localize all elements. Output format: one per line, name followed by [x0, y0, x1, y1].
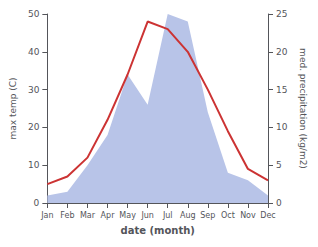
svg-text:max temp (C): max temp (C)	[8, 77, 18, 139]
svg-text:Jul: Jul	[162, 211, 173, 220]
svg-text:10: 10	[276, 122, 288, 132]
svg-text:20: 20	[276, 47, 288, 57]
svg-text:30: 30	[28, 85, 40, 95]
svg-text:10: 10	[28, 160, 40, 170]
svg-text:Feb: Feb	[60, 211, 74, 220]
svg-text:Sep: Sep	[200, 211, 215, 220]
svg-text:50: 50	[28, 9, 40, 19]
svg-text:Apr: Apr	[101, 211, 116, 220]
svg-text:40: 40	[28, 47, 40, 57]
svg-text:May: May	[119, 211, 136, 220]
svg-text:Jan: Jan	[40, 211, 53, 220]
svg-text:5: 5	[276, 160, 282, 170]
svg-text:20: 20	[28, 122, 40, 132]
svg-text:Nov: Nov	[240, 211, 256, 220]
svg-text:Oct: Oct	[221, 211, 235, 220]
svg-text:med. precipitation (kg/m2): med. precipitation (kg/m2)	[298, 48, 308, 169]
svg-text:25: 25	[276, 9, 287, 19]
svg-text:date (month): date (month)	[120, 225, 194, 236]
svg-text:0: 0	[34, 198, 40, 208]
svg-text:0: 0	[276, 198, 282, 208]
svg-text:Mar: Mar	[80, 211, 96, 220]
svg-text:Aug: Aug	[180, 211, 196, 220]
svg-text:Dec: Dec	[260, 211, 275, 220]
svg-text:15: 15	[276, 85, 287, 95]
svg-text:Jun: Jun	[140, 211, 154, 220]
